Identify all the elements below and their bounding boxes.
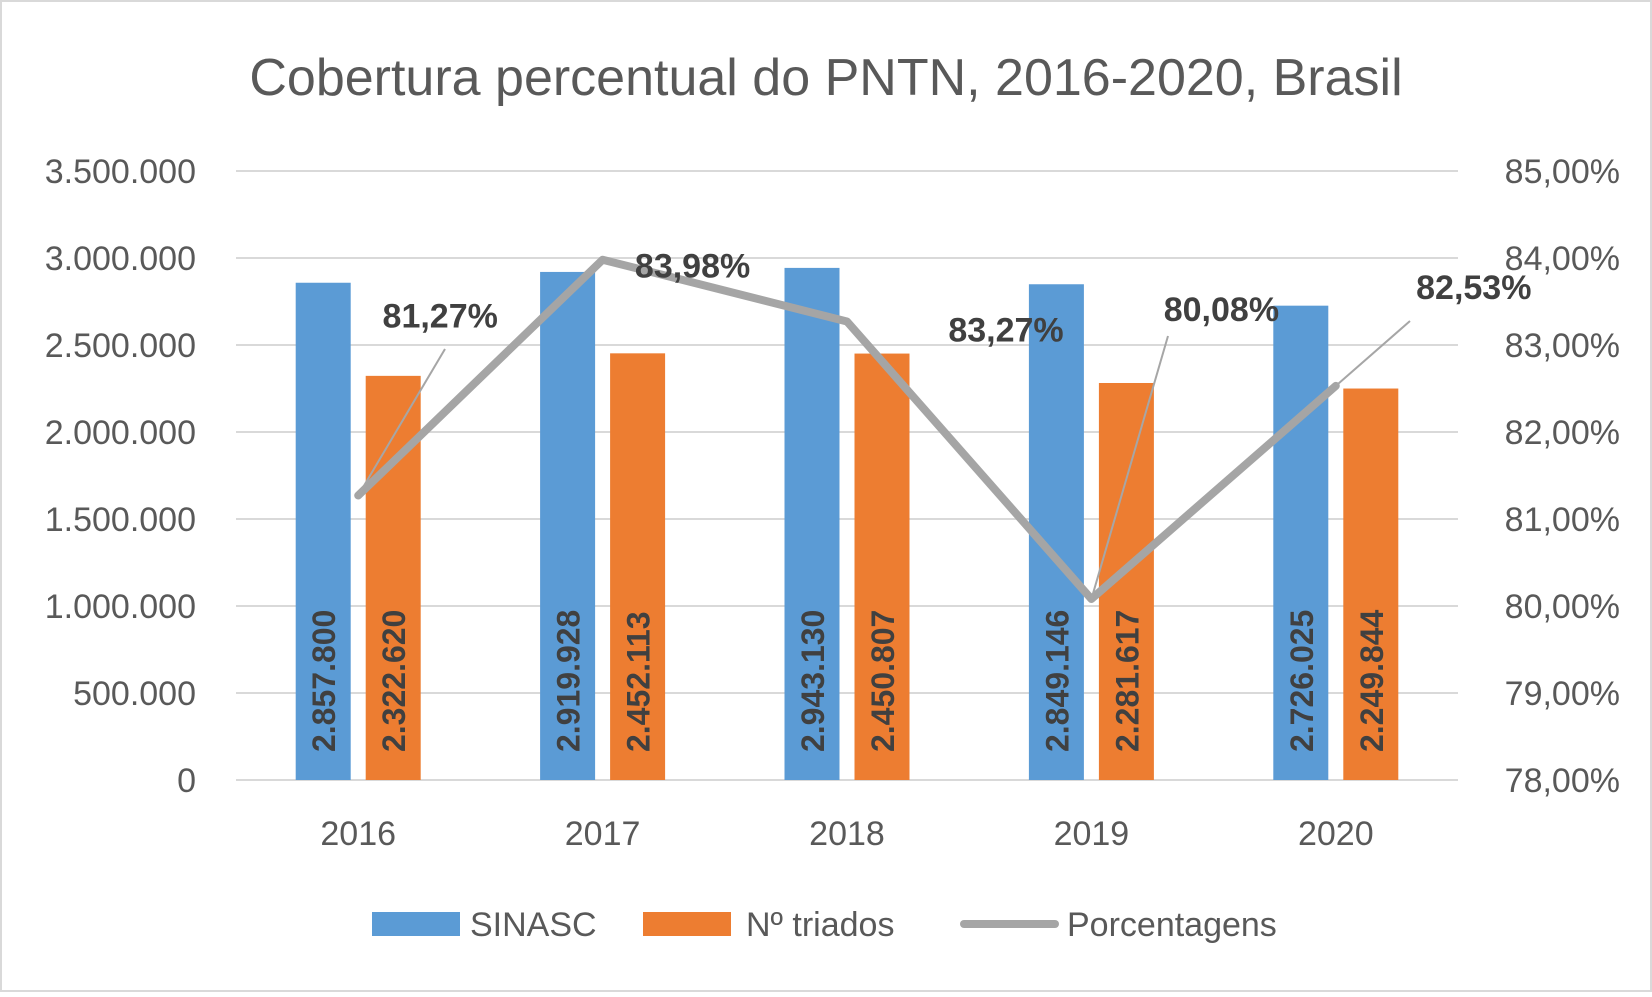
sinasc-value-label: 2.849.146	[1039, 610, 1075, 752]
sinasc-value-label: 2.919.928	[551, 610, 587, 752]
left-axis-tick-label: 2.500.000	[45, 327, 196, 365]
right-axis-tick-label: 85,00%	[1505, 153, 1620, 191]
right-axis-tick-label: 78,00%	[1505, 762, 1620, 800]
sinasc-bar-2016	[295, 282, 351, 780]
percentage-point-2018	[846, 320, 848, 323]
sinasc-value-label: 2.726.025	[1284, 610, 1320, 752]
leader-line	[1335, 320, 1411, 387]
triados-bar-2017	[610, 353, 666, 780]
right-axis-tick-label: 82,00%	[1505, 414, 1620, 452]
legend-swatch	[372, 912, 460, 936]
chart-title: Cobertura percentual do PNTN, 2016-2020,…	[249, 49, 1402, 107]
left-axis-tick-label: 2.000.000	[45, 414, 196, 452]
percentage-label-2016: 81,27%	[383, 298, 498, 336]
right-axis-tick-label: 81,00%	[1505, 501, 1620, 539]
sinasc-bar-2019	[1028, 284, 1084, 780]
triados-value-label: 2.281.617	[1109, 610, 1145, 752]
left-axis-tick-label: 1.500.000	[45, 501, 196, 539]
x-axis-label: 2018	[809, 815, 885, 853]
percentage-label-2019: 80,08%	[1164, 291, 1279, 329]
right-axis: 78,00% 79,00% 80,00% 81,00% 82,00% 83,00% 84,0…	[1505, 153, 1620, 800]
triados-value-label: 2.322.620	[376, 610, 412, 752]
legend[interactable]: SINASC Nº triados Porcentagens	[372, 906, 1277, 944]
left-axis-tick-label: 1.000.000	[45, 588, 196, 626]
triados-value-label: 2.452.113	[621, 611, 657, 752]
left-axis: 0 500.000 1.000.000 1.500.000 2.000.000 2.500…	[45, 153, 196, 800]
legend-item-porcentagens[interactable]: Porcentagens	[960, 906, 1277, 944]
sinasc-bar-2020	[1273, 305, 1329, 780]
percentage-label-2018: 83,27%	[948, 312, 1063, 350]
percentage-label-2020: 82,53%	[1416, 269, 1531, 307]
left-axis-tick-label: 500.000	[73, 675, 196, 713]
legend-swatch	[643, 912, 731, 936]
sinasc-bar-2017	[540, 271, 596, 780]
triados-bar-2020	[1343, 388, 1399, 780]
right-axis-tick-label: 84,00%	[1505, 240, 1620, 278]
gridlines	[236, 170, 1458, 781]
right-axis-tick-label: 83,00%	[1505, 327, 1620, 365]
left-axis-tick-label: 0	[177, 762, 196, 800]
sinasc-bar-2018	[784, 267, 840, 780]
sinasc-value-label: 2.943.130	[795, 610, 831, 752]
percentage-data-labels: 81,27% 83,98% 83,27% 80,08% 82,53%	[383, 248, 1532, 350]
x-axis-label: 2017	[565, 815, 641, 853]
leader-line	[357, 348, 446, 497]
x-axis-label: 2020	[1298, 815, 1374, 853]
x-axis: 2016 2017 2018 2019 2020	[320, 815, 1373, 853]
right-axis-tick-label: 80,00%	[1505, 588, 1620, 626]
percentage-label-2017: 83,98%	[635, 248, 750, 286]
percentage-point-2017	[601, 258, 604, 261]
triados-value-label: 2.249.844	[1354, 609, 1390, 752]
x-axis-label: 2016	[320, 815, 396, 853]
right-axis-tick-label: 79,00%	[1505, 675, 1620, 713]
bar-data-labels: 2.857.800 2.919.928 2.943.130 2.849.146 2.72…	[306, 609, 1390, 752]
legend-item-n-triados[interactable]: Nº triados	[643, 906, 894, 944]
legend-label: Porcentagens	[1067, 906, 1277, 944]
leader-line	[1090, 335, 1169, 600]
triados-value-label: 2.450.807	[865, 610, 901, 752]
left-axis-tick-label: 3.500.000	[45, 153, 196, 191]
sinasc-value-label: 2.857.800	[306, 610, 342, 752]
left-axis-tick-label: 3.000.000	[45, 240, 196, 278]
legend-label: SINASC	[470, 906, 597, 944]
legend-label: Nº triados	[746, 906, 894, 944]
x-axis-label: 2019	[1054, 815, 1130, 853]
leader-lines	[357, 320, 1411, 600]
legend-item-sinasc[interactable]: SINASC	[372, 906, 597, 944]
triados-bar-2018	[854, 353, 910, 780]
